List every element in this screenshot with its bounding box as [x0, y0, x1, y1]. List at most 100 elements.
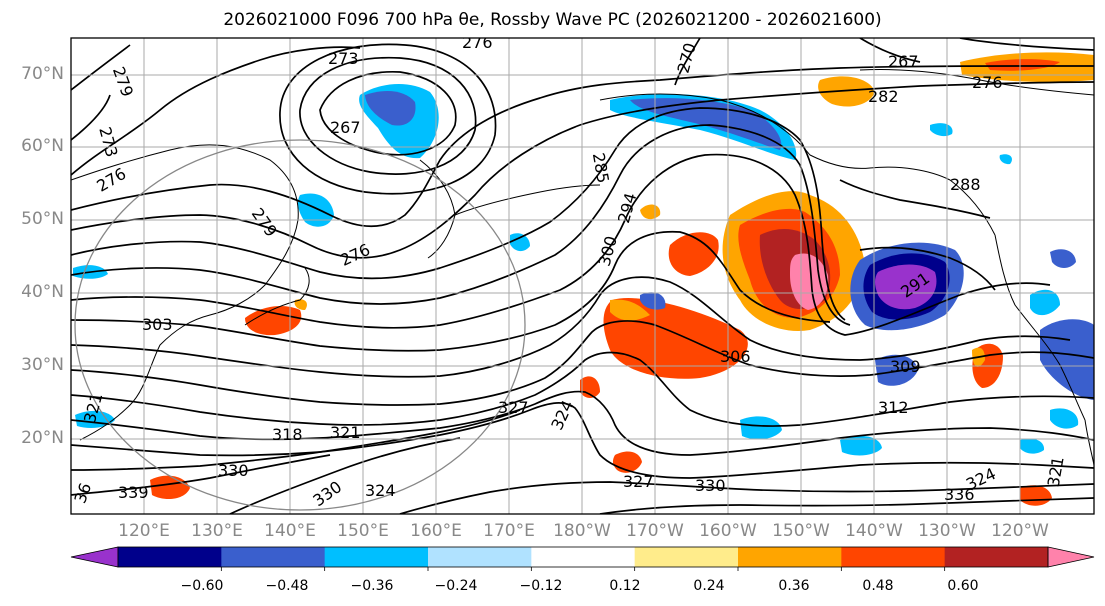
map-frame	[70, 37, 1095, 515]
warm-anomaly-west-gulf	[668, 232, 719, 276]
contour-label: 282	[868, 87, 899, 106]
colorbar-segment	[221, 547, 326, 567]
contour-label: 318	[272, 425, 303, 444]
colorbar-tick-label: −0.36	[350, 578, 394, 594]
cold-anomaly-east-coast-edge	[1030, 289, 1060, 316]
contour-label: 303	[142, 315, 173, 334]
contour-line	[71, 402, 1094, 479]
contour-label: 273	[328, 49, 359, 68]
contour-line	[71, 107, 846, 321]
contour-label: 339	[118, 483, 149, 502]
warm-anomaly-central-pacific-edge	[610, 299, 650, 321]
warm-anomaly-south-east	[1020, 485, 1052, 506]
contour-label: 270	[674, 41, 700, 75]
coastline-aleutians	[454, 184, 601, 216]
contour-label: 327	[623, 472, 654, 491]
contour-label: 276	[972, 73, 1003, 92]
cold-anomaly-subtropics	[740, 416, 782, 440]
coastline-baja	[1084, 419, 1094, 466]
colorbar-frame	[117, 546, 1049, 568]
coastline-north-america	[994, 234, 1086, 421]
contour-low-273	[279, 43, 497, 195]
contour-line	[399, 481, 1094, 514]
cold-anomaly-siberia-core	[365, 90, 416, 126]
lat-label-20n: 20°N	[21, 428, 64, 448]
colorbar-tick-label: −0.24	[434, 578, 478, 594]
colorbar-tick-label: 0.24	[693, 578, 725, 594]
warm-anomaly-north-pacific	[818, 76, 875, 107]
contour-label: 276	[462, 33, 493, 52]
lon-label-120w: 120°W	[991, 521, 1049, 541]
lon-label-170w: 170°W	[626, 521, 684, 541]
contour-label: 336	[944, 485, 975, 504]
contour-label: 312	[878, 398, 909, 417]
warm-anomaly-japan-edge	[294, 299, 307, 310]
contour-line	[229, 437, 461, 514]
colorbar-segment	[118, 547, 222, 567]
colorbar-segment	[531, 547, 636, 567]
cold-anomaly-gulf-alaska-peak	[875, 264, 937, 310]
contour-label: 36	[70, 480, 95, 506]
contour-line	[71, 230, 831, 352]
warm-anomaly-arctic-core	[985, 59, 1060, 71]
anomaly-shading	[73, 52, 1094, 506]
lon-label-130e: 130°E	[191, 521, 243, 541]
contour-label: 306	[720, 347, 751, 366]
cold-anomaly-subtropics-2	[840, 435, 882, 456]
contour-label: 330	[695, 476, 726, 495]
lat-label-40n: 40°N	[21, 282, 64, 302]
contour-line	[859, 38, 921, 63]
contour-line	[859, 246, 996, 291]
coastline-asia	[71, 144, 299, 441]
contour-line	[71, 124, 851, 326]
lon-label-170e: 170°E	[483, 521, 535, 541]
theta-e-contours	[71, 38, 1094, 514]
contour-low-270	[299, 56, 477, 175]
contour-label: 324	[365, 481, 396, 500]
lon-label-160w: 160°W	[699, 521, 757, 541]
colorbar-segment	[324, 547, 429, 567]
lat-label-50n: 50°N	[21, 209, 64, 229]
colorbar-segment	[841, 547, 946, 567]
cold-anomaly-fragment	[640, 292, 666, 310]
cold-anomaly-lower	[1020, 438, 1045, 454]
colorbar-segment	[634, 547, 739, 567]
contour-label: 309	[890, 357, 921, 376]
cold-anomaly-mid	[510, 233, 530, 252]
lon-label-180w: 180°W	[553, 521, 611, 541]
colorbar-segment	[738, 547, 842, 567]
cold-anomaly-ne	[930, 123, 953, 137]
contour-label: 330	[218, 461, 249, 480]
contour-label: 324	[547, 397, 577, 433]
coastline-kamchatka	[419, 159, 456, 259]
contour-label: 321	[1044, 455, 1068, 488]
coastline-arctic	[859, 68, 1094, 96]
warm-anomaly-south-west	[150, 475, 190, 500]
contour-line	[71, 276, 1071, 378]
contour-label: 285	[589, 151, 613, 184]
colorbar-segment	[944, 547, 1049, 567]
cold-anomaly-lower-east	[1050, 408, 1079, 429]
colorbar-tick-label: 0.60	[947, 578, 979, 594]
lat-label-70n: 70°N	[21, 64, 64, 84]
contour-label: 276	[337, 240, 373, 270]
colorbar-extend-min	[70, 546, 119, 568]
contour-line	[71, 65, 1094, 228]
contour-line	[71, 320, 1094, 406]
lat-label-30n: 30°N	[21, 355, 64, 375]
colorbar-tick-label: −0.48	[265, 578, 309, 594]
colorbar-tick-label: −0.12	[519, 578, 563, 594]
lon-label-130w: 130°W	[918, 521, 976, 541]
colorbar	[70, 546, 1095, 571]
cold-anomaly-east-cold	[1050, 249, 1076, 268]
cold-anomaly-east-coast	[1040, 319, 1094, 400]
cold-anomaly-bering-north-core	[630, 98, 782, 150]
cold-anomaly-arctic-small	[999, 154, 1012, 165]
contour-label: 321	[330, 423, 361, 442]
warm-anomaly-japan	[245, 306, 302, 336]
lon-label-150w: 150°W	[772, 521, 830, 541]
cold-anomaly-sea-okhotsk	[297, 193, 334, 227]
warm-anomaly-fragment	[640, 204, 661, 220]
colorbar-tick-label: 0.48	[862, 578, 894, 594]
